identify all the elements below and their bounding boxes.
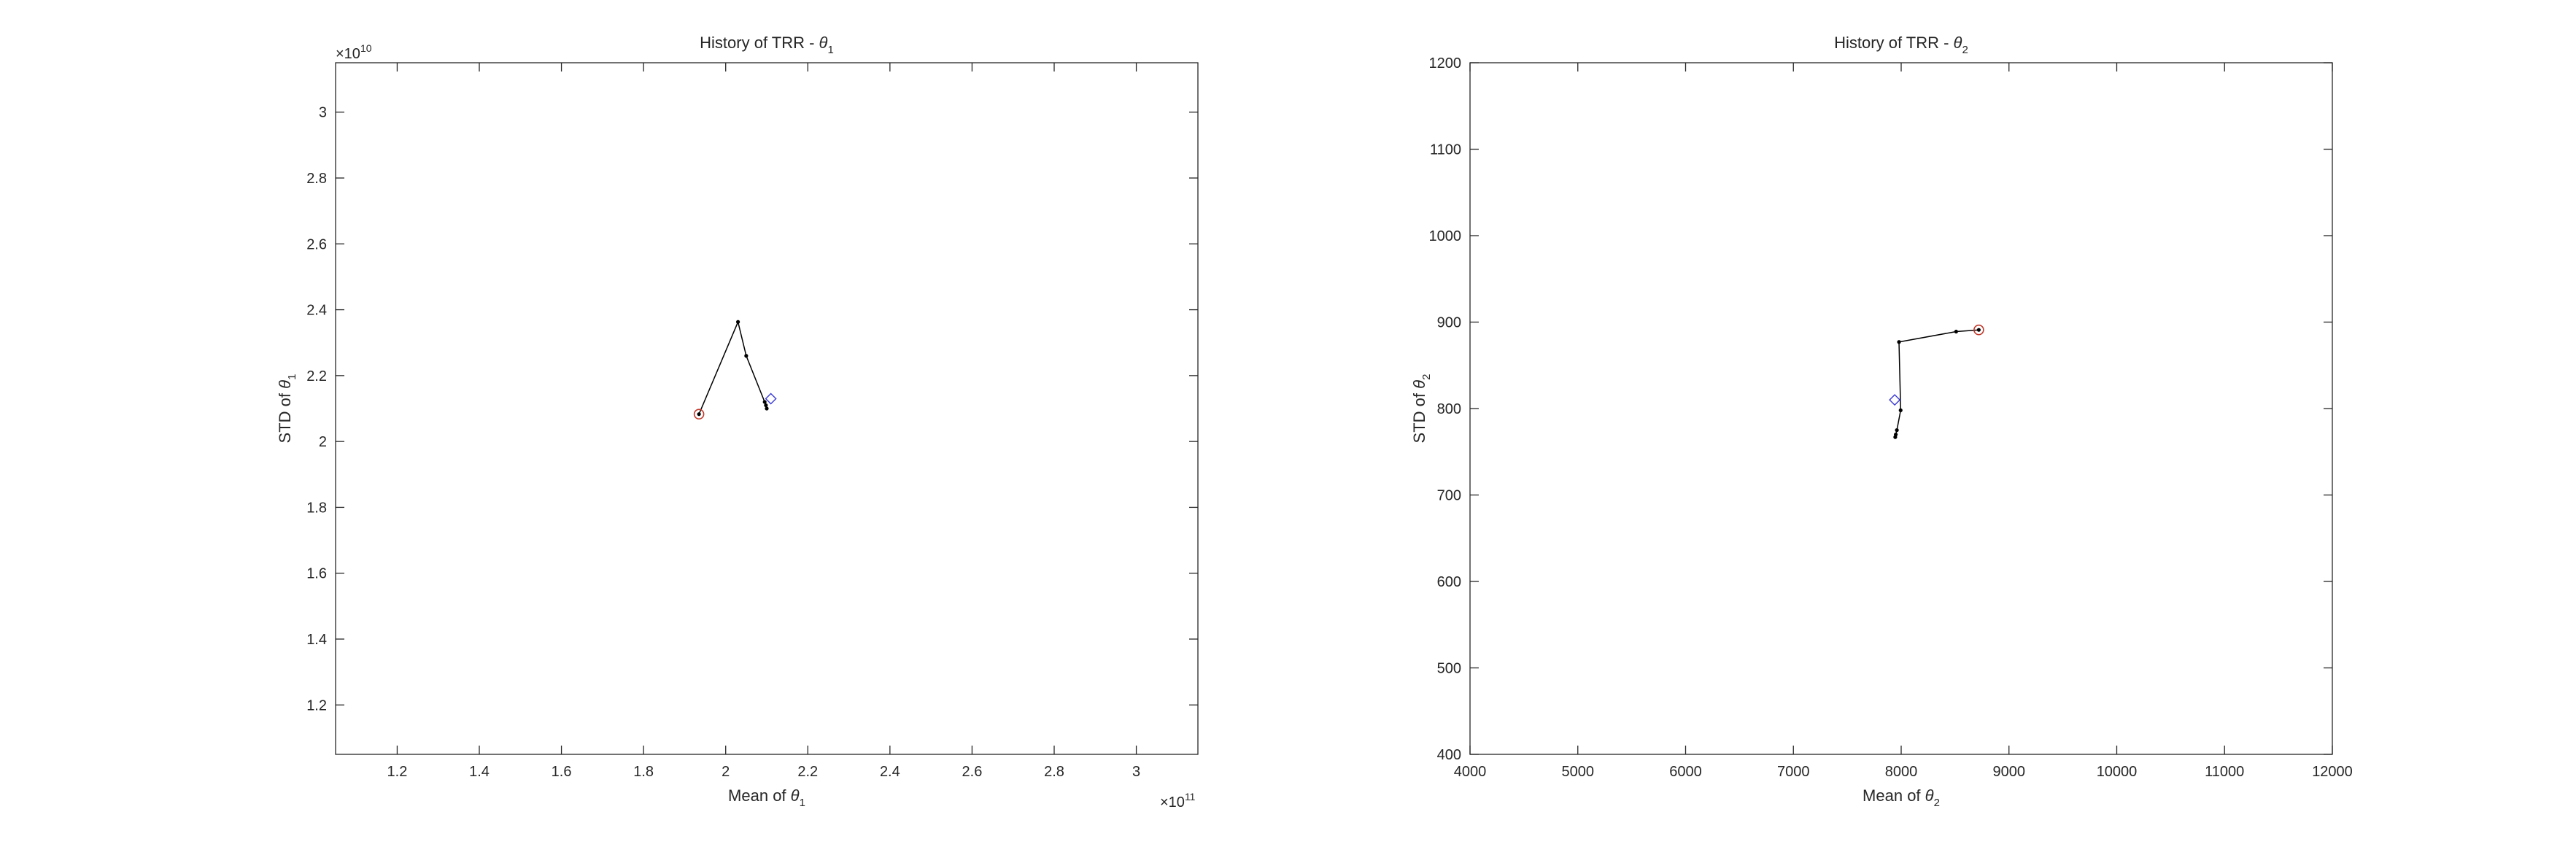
y-tick-label: 700 bbox=[1437, 488, 1461, 504]
x-tick-label: 4000 bbox=[1454, 764, 1487, 780]
x-axis-label-text: Mean of bbox=[1863, 786, 1925, 805]
x-axis-label: Mean of θ2 bbox=[1863, 786, 1940, 809]
history-point bbox=[697, 412, 701, 417]
chart-title-symbol: θ bbox=[819, 34, 828, 52]
x-tick-label: 12000 bbox=[2312, 764, 2353, 780]
history-point bbox=[744, 354, 749, 358]
x-axis-label-subscript: 1 bbox=[800, 797, 805, 809]
y-tick-label: 1100 bbox=[1430, 142, 1461, 158]
y-tick-label: 400 bbox=[1437, 747, 1461, 763]
y-axis-label-subscript: 1 bbox=[286, 374, 298, 380]
x-tick-label: 2.6 bbox=[962, 764, 983, 780]
y-tick-label: 2.4 bbox=[306, 303, 327, 319]
y-tick-label: 2 bbox=[319, 434, 327, 450]
history-point bbox=[736, 320, 740, 324]
x-tick-label: 7000 bbox=[1777, 764, 1810, 780]
y-tick-label: 800 bbox=[1437, 401, 1461, 417]
x-tick-label: 8000 bbox=[1885, 764, 1918, 780]
x-tick-label: 2.4 bbox=[880, 764, 900, 780]
x-tick-label: 11000 bbox=[2205, 764, 2244, 780]
x-tick-label: 1.4 bbox=[469, 764, 490, 780]
x-tick-label: 2.8 bbox=[1044, 764, 1064, 780]
x-tick-label: 1.2 bbox=[387, 764, 408, 780]
x-axis-label-text: Mean of bbox=[728, 786, 791, 805]
x-tick-label: 3 bbox=[1132, 764, 1140, 780]
y-axis-label-text: STD of bbox=[276, 389, 294, 444]
reference-diamond-marker bbox=[1889, 394, 1901, 406]
history-point bbox=[1954, 329, 1958, 334]
y-tick-label: 2.8 bbox=[306, 171, 327, 187]
y-tick-label: 900 bbox=[1437, 315, 1461, 331]
history-point bbox=[1976, 328, 1981, 332]
y-tick-label: 3 bbox=[319, 105, 327, 121]
x-tick-label: 5000 bbox=[1562, 764, 1595, 780]
history-point bbox=[1897, 340, 1901, 344]
chart-title-symbol: θ bbox=[1954, 34, 1962, 52]
y-axis-label: STD of θ2 bbox=[1410, 374, 1433, 444]
y-tick-label: 1.6 bbox=[306, 566, 327, 582]
x-tick-label: 2.2 bbox=[797, 764, 818, 780]
x-tick-label: 6000 bbox=[1669, 764, 1702, 780]
y-tick-label: 1.2 bbox=[306, 697, 327, 713]
start-circle-marker bbox=[1973, 324, 1984, 336]
x-tick-label: 1.8 bbox=[633, 764, 654, 780]
x-exponent-base: ×10 bbox=[1160, 794, 1185, 811]
y-axis-label: STD of θ1 bbox=[276, 374, 298, 444]
history-point bbox=[1893, 435, 1898, 439]
history-point bbox=[1895, 428, 1899, 433]
y-tick-label: 2.2 bbox=[306, 368, 327, 384]
y-tick-label: 1200 bbox=[1429, 55, 1462, 71]
x-tick-label: 9000 bbox=[1993, 764, 2026, 780]
chart-title: History of TRR - θ1 bbox=[700, 34, 834, 56]
y-axis-label-text: STD of bbox=[1410, 389, 1428, 444]
chart-title-text: History of TRR - bbox=[700, 34, 819, 52]
y-tick-label: 1000 bbox=[1429, 228, 1462, 244]
x-tick-label: 1.6 bbox=[552, 764, 572, 780]
chart-theta2: 4000 5000 6000 7000 8000 9000 10000 11000 12000 4… bbox=[1410, 34, 2353, 809]
chart-title-text: History of TRR - bbox=[1834, 34, 1953, 52]
chart-title: History of TRR - θ2 bbox=[1834, 34, 1968, 56]
y-axis-label-symbol: θ bbox=[276, 380, 294, 389]
y-axis-label-symbol: θ bbox=[1410, 380, 1428, 389]
history-point bbox=[765, 406, 769, 411]
y-exponent-power: 10 bbox=[360, 42, 372, 54]
x-axis-label-symbol: θ bbox=[1925, 786, 1934, 805]
reference-diamond-marker bbox=[765, 392, 777, 405]
y-axis-label-subscript: 2 bbox=[1420, 374, 1433, 380]
chart-title-subscript: 2 bbox=[1962, 44, 1968, 56]
x-axis-label-subscript: 2 bbox=[1934, 797, 1940, 809]
y-tick-label: 1.4 bbox=[306, 632, 327, 648]
x-exponent-power: 11 bbox=[1185, 791, 1196, 802]
y-tick-label: 1.8 bbox=[306, 500, 327, 516]
y-exponent-label: ×1010 bbox=[336, 42, 372, 62]
chart-title-subscript: 1 bbox=[827, 44, 833, 56]
y-exponent-base: ×10 bbox=[336, 46, 360, 62]
start-circle-marker bbox=[693, 409, 705, 419]
chart-theta1: 1.2 1.4 1.6 1.8 2 2.2 2.4 2.6 2.8 3 1.2 1.4 1.6 1.8 2 2… bbox=[276, 34, 1199, 811]
y-tick-label: 500 bbox=[1437, 661, 1461, 677]
y-tick-label: 600 bbox=[1437, 574, 1461, 590]
history-point bbox=[764, 403, 768, 408]
x-tick-label: 2 bbox=[722, 764, 730, 780]
history-point bbox=[1898, 408, 1903, 412]
x-axis-label: Mean of θ1 bbox=[728, 786, 805, 809]
history-point bbox=[762, 400, 767, 404]
y-tick-label: 2.6 bbox=[306, 236, 327, 252]
x-axis-label-symbol: θ bbox=[791, 786, 800, 805]
x-exponent-label: ×1011 bbox=[1160, 791, 1196, 811]
x-tick-label: 10000 bbox=[2097, 764, 2138, 780]
